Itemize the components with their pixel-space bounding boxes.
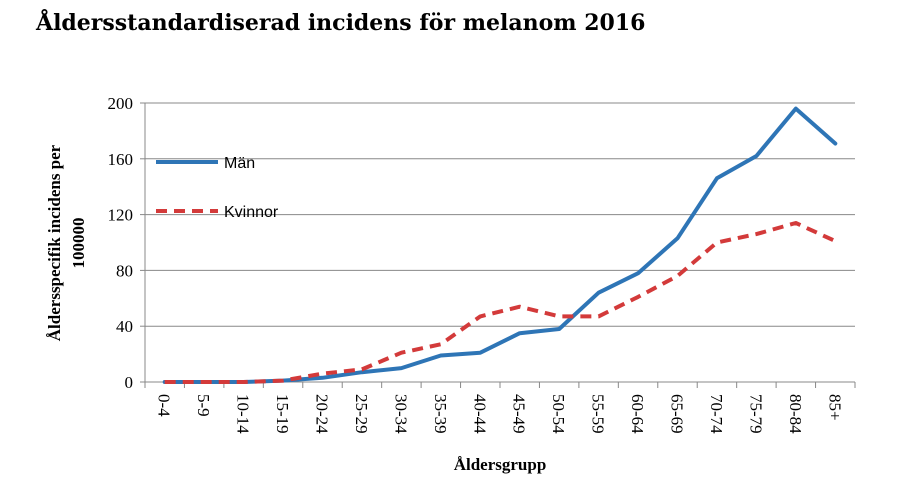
- series-line-kvinnor: [164, 221, 837, 384]
- chart-title: Åldersstandardiserad incidens för melano…: [36, 10, 646, 36]
- y-tick-label: 80: [116, 261, 133, 280]
- x-tick-label: 75-79: [746, 394, 765, 434]
- y-tick-label: 200: [108, 94, 134, 113]
- legend-label: Män: [224, 155, 255, 172]
- x-tick-label: 5-9: [194, 394, 213, 417]
- x-tick-label: 25-29: [352, 394, 371, 434]
- y-tick-labels: 0 40 80 120 160 200: [108, 94, 134, 392]
- x-tick-label: 30-34: [391, 394, 410, 434]
- y-axis-title-line-1: Åldersspecifik incidens per: [45, 144, 64, 341]
- y-tick-label: 0: [125, 373, 134, 392]
- gridlines: [145, 102, 855, 327]
- y-tick-label: 120: [108, 206, 134, 225]
- x-tick-label: 45-49: [510, 394, 529, 434]
- x-tick-label: 60-64: [628, 394, 647, 434]
- y-axis-title-line-2: 100000: [69, 218, 88, 269]
- x-tick-label: 55-59: [589, 394, 608, 434]
- x-tick-label: 50-54: [549, 394, 568, 434]
- series-line-man: [162, 106, 838, 384]
- x-tick-label: 80-84: [786, 394, 805, 434]
- x-tick-label: 35-39: [431, 394, 450, 434]
- x-tick-label: 70-74: [707, 394, 726, 434]
- x-tick-label: 15-19: [273, 394, 292, 434]
- x-tick-labels: 0-4 5-9 10-14 15-19 20-24 25-29 30-34 35-39 40-4…: [155, 394, 845, 434]
- legend: Män Kvinnor: [156, 155, 279, 221]
- legend-label: Kvinnor: [224, 204, 279, 221]
- x-tick-label: 10-14: [234, 394, 253, 434]
- y-tick-label: 40: [116, 317, 133, 336]
- x-tick-label: 65-69: [668, 394, 687, 434]
- x-tick-label: 20-24: [313, 394, 332, 434]
- x-tick-label: 85+: [825, 394, 844, 421]
- series-lines: [162, 106, 838, 384]
- x-tick-label: 40-44: [470, 394, 489, 434]
- x-tick-label: 0-4: [155, 394, 174, 417]
- x-axis-title: Åldersgrupp: [454, 455, 547, 474]
- y-tick-label: 160: [108, 150, 134, 169]
